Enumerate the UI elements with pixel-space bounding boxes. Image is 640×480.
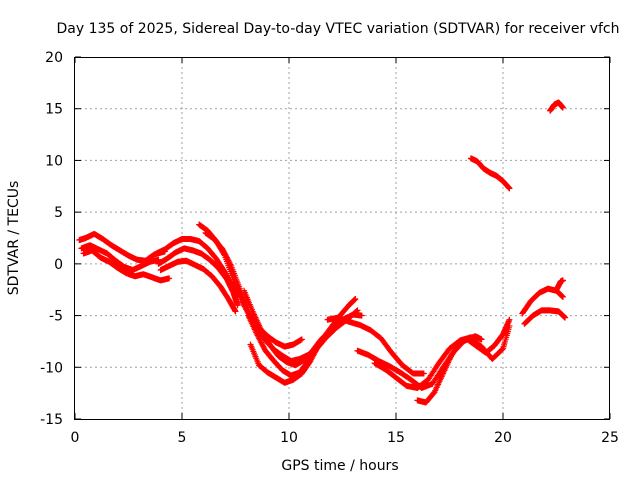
- chart-title: Day 135 of 2025, Sidereal Day-to-day VTE…: [56, 21, 619, 37]
- data-point: [562, 314, 569, 321]
- y-tick-label: -5: [49, 309, 63, 325]
- data-point: [358, 312, 365, 319]
- data-point: [506, 185, 513, 192]
- y-tick-label: 5: [54, 205, 63, 221]
- y-tick-label: -15: [40, 412, 63, 428]
- data-point: [166, 275, 173, 282]
- grid: [75, 57, 610, 419]
- series-track-16: [465, 316, 513, 356]
- data-marks: [76, 99, 569, 406]
- series-track-11: [247, 296, 359, 386]
- y-tick-label: -10: [40, 360, 63, 376]
- x-tick-label: 15: [387, 430, 405, 446]
- data-point: [506, 316, 513, 323]
- series-track-5: [155, 245, 241, 309]
- data-point: [352, 296, 359, 303]
- data-point-sample: [353, 308, 360, 315]
- data-point: [232, 308, 239, 315]
- series-track-6: [157, 257, 239, 315]
- series-track-12: [324, 314, 427, 377]
- data-point: [478, 336, 485, 343]
- x-tick-label: 25: [601, 430, 619, 446]
- y-tick-label: 20: [45, 50, 63, 66]
- x-axis-label: GPS time / hours: [281, 458, 398, 474]
- y-tick-label: 15: [45, 102, 63, 118]
- data-point: [420, 370, 427, 377]
- series-track-2: [78, 242, 162, 274]
- series-track-21: [547, 99, 566, 114]
- x-tick-label: 20: [494, 430, 512, 446]
- data-point-sample: [227, 261, 234, 268]
- data-point: [234, 302, 241, 309]
- y-axis-label: SDTVAR / TECUs: [6, 181, 22, 296]
- y-tick-label: 10: [45, 153, 63, 169]
- series-track-3: [80, 247, 173, 284]
- series-track-17: [467, 155, 513, 192]
- data-point: [559, 293, 566, 300]
- series-track-19: [521, 307, 569, 327]
- series-track-20: [553, 277, 566, 293]
- series-track-18: [519, 285, 566, 317]
- data-point: [354, 307, 361, 314]
- data-point: [559, 277, 566, 284]
- plot-frame: [74, 57, 610, 420]
- axis-ticks: 0 5 10 15 20 25 20 15 10 5 0 -5 -10 -15: [40, 50, 619, 446]
- series-track-15: [414, 322, 513, 406]
- data-point: [298, 336, 305, 343]
- data-point: [559, 104, 566, 111]
- x-tick-label: 0: [71, 430, 80, 446]
- y-tick-label: 0: [54, 257, 63, 273]
- x-tick-label: 10: [280, 430, 298, 446]
- x-tick-label: 5: [178, 430, 187, 446]
